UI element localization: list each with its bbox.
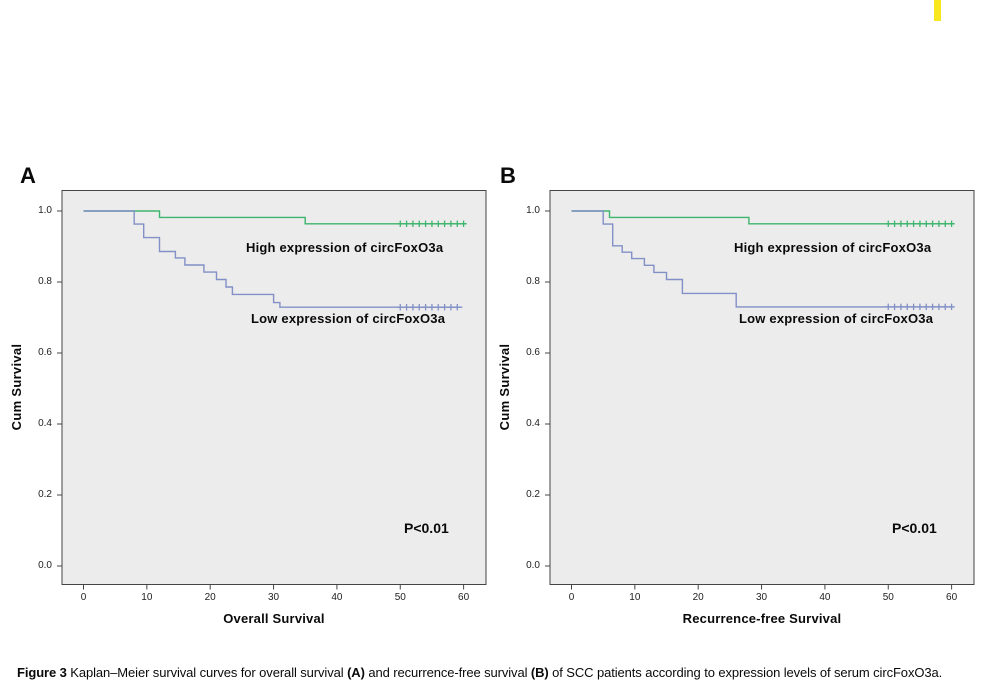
panel-b-low-expression-label: Low expression of circFoxO3a	[739, 311, 934, 326]
y-tick-label: 0.2	[38, 489, 52, 500]
panel-a-high-expression-label: High expression of circFoxO3a	[246, 240, 444, 255]
x-tick-label: 20	[204, 592, 216, 603]
panel-a-plot-area	[57, 190, 487, 590]
y-tick-label: 0.8	[526, 276, 540, 287]
y-tick-label: 1.0	[38, 205, 52, 216]
panel-a-y-axis-title: Cum Survival	[9, 343, 24, 431]
x-tick-label: 20	[692, 592, 704, 603]
panel-b-plot-area	[545, 190, 975, 590]
x-tick-label: 0	[568, 592, 575, 603]
x-tick-label: 10	[629, 592, 641, 603]
y-tick-label: 1.0	[526, 205, 540, 216]
x-tick-label: 60	[458, 592, 470, 603]
figure-caption-text-2: and recurrence-free survival	[364, 665, 531, 680]
y-tick-label: 0.4	[38, 418, 52, 429]
x-tick-label: 30	[267, 592, 280, 603]
panel-b-p-value: P<0.01	[892, 520, 937, 536]
y-tick-label: 0.6	[38, 347, 52, 358]
yellow-highlight-bar	[934, 0, 941, 21]
survival-curve	[83, 210, 463, 308]
x-tick-label: 50	[882, 592, 894, 603]
figure-caption-number: Figure 3	[17, 665, 71, 680]
survival-curve	[83, 210, 466, 225]
panel-a-low-expression-label: Low expression of circFoxO3a	[251, 311, 446, 326]
panel-b-high-expression-label: High expression of circFoxO3a	[734, 240, 932, 255]
panel-b-x-axis-title: Recurrence-free Survival	[682, 611, 842, 626]
figure-caption-bold-b: (B)	[530, 665, 549, 680]
survival-curve	[571, 210, 954, 308]
figure-caption-bold-a: (A)	[347, 665, 365, 680]
x-tick-label: 0	[80, 592, 87, 603]
panel-a-letter: A	[20, 163, 36, 188]
y-tick-label: 0.0	[526, 560, 540, 571]
x-tick-label: 10	[141, 592, 153, 603]
y-tick-label: 0.4	[526, 418, 540, 429]
panel-b-y-axis-title: Cum Survival	[497, 343, 512, 431]
y-tick-label: 0.2	[526, 489, 540, 500]
y-tick-label: 0.6	[526, 347, 540, 358]
x-tick-label: 40	[819, 592, 831, 603]
panel-b-letter: B	[500, 163, 516, 188]
figure-caption-text-3: of SCC patients according to expression …	[548, 665, 943, 680]
panel-a: A Cum Survival High expression of circFo…	[0, 0, 508, 660]
y-tick-label: 0.8	[38, 276, 52, 287]
y-tick-label: 0.0	[38, 560, 52, 571]
figure-caption-text-1: Kaplan–Meier survival curves for overall…	[70, 665, 348, 680]
figure-caption: Figure 3 Kaplan–Meier survival curves fo…	[17, 665, 983, 680]
x-tick-label: 40	[331, 592, 343, 603]
panel-b: B Cum Survival High expression of circFo…	[488, 0, 996, 660]
x-tick-label: 30	[755, 592, 768, 603]
x-tick-label: 50	[394, 592, 406, 603]
panel-a-x-axis-title: Overall Survival	[223, 611, 325, 626]
panel-a-p-value: P<0.01	[404, 520, 449, 536]
x-tick-label: 60	[946, 592, 958, 603]
